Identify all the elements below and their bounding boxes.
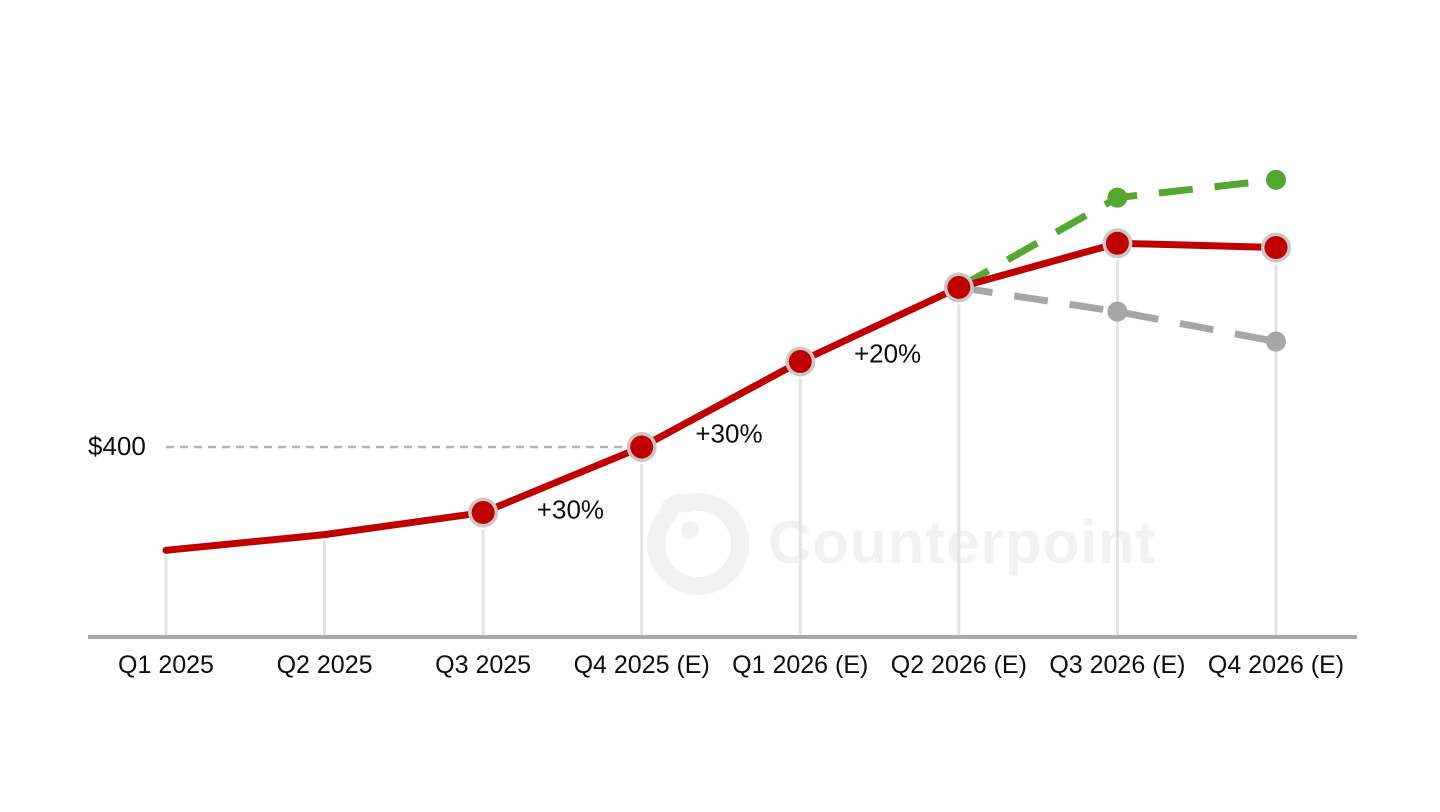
marker-dot-gray bbox=[1265, 331, 1286, 352]
marker-red bbox=[947, 275, 971, 299]
x-axis-label: Q2 2025 bbox=[276, 651, 373, 679]
growth-annotation: +30% bbox=[536, 494, 605, 525]
marker-dot-gray bbox=[1107, 301, 1128, 322]
watermark: Counterpoint bbox=[647, 492, 1157, 595]
watermark-text: Counterpoint bbox=[768, 509, 1157, 576]
y-reference-label: $400 bbox=[88, 431, 146, 461]
marker-red bbox=[1264, 236, 1288, 259]
x-axis-label: Q4 2025 (E) bbox=[573, 651, 710, 679]
growth-annotation: +30% bbox=[695, 418, 763, 449]
marker-red bbox=[788, 350, 812, 373]
x-axis-label: Q1 2026 (E) bbox=[732, 651, 869, 679]
marker-red bbox=[1105, 231, 1129, 255]
x-axis-label: Q3 2026 (E) bbox=[1049, 651, 1186, 679]
counterpoint-logo-icon bbox=[647, 492, 749, 595]
counterpoint-logo-dot-icon bbox=[681, 521, 699, 539]
counterpoint-logo-curl-icon bbox=[659, 494, 697, 523]
plot-area bbox=[88, 169, 1357, 639]
marker-dot-green bbox=[1265, 169, 1286, 190]
marker-red bbox=[630, 435, 654, 459]
marker-dot-green bbox=[1107, 187, 1128, 208]
x-axis-label: Q4 2026 (E) bbox=[1207, 651, 1345, 679]
x-axis-label: Q2 2026 (E) bbox=[890, 651, 1027, 679]
x-axis-label: Q1 2025 bbox=[118, 651, 214, 679]
series-line-red bbox=[162, 239, 1280, 554]
growth-annotation: +20% bbox=[853, 338, 922, 369]
x-axis-label: Q3 2025 bbox=[435, 651, 532, 679]
marker-red bbox=[471, 501, 495, 525]
